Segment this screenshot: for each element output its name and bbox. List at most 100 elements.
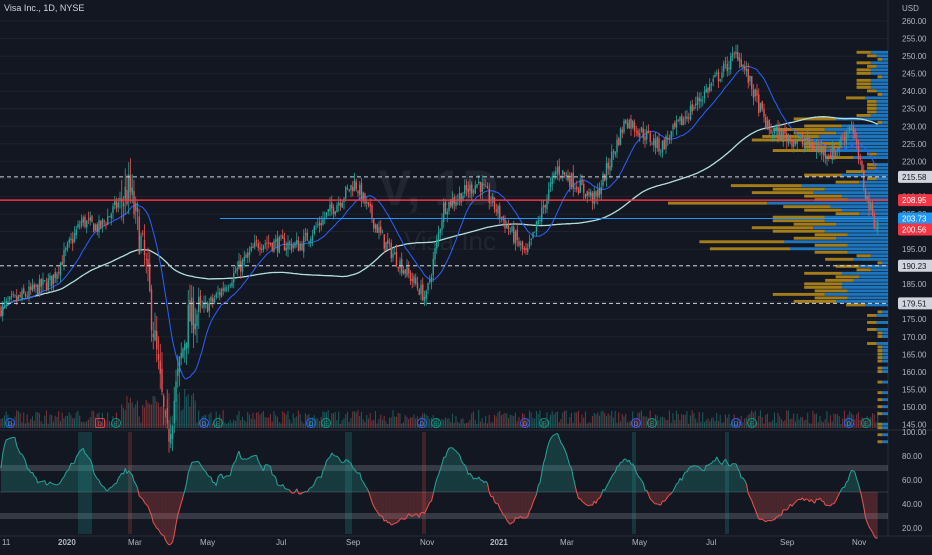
candle-body [104, 221, 105, 222]
volume-bar [795, 422, 796, 428]
candle-body [161, 369, 162, 392]
candle-body [665, 136, 666, 149]
oscillator-fill [278, 485, 280, 492]
volume-bar [455, 416, 456, 428]
volume-bar [284, 413, 285, 428]
candle-body [364, 194, 365, 204]
volume-bar [363, 419, 364, 428]
volume-bar [704, 422, 705, 428]
volume-profile-bar-up [830, 205, 888, 208]
symbol-header[interactable]: Visa Inc., 1D, NYSE [4, 3, 84, 13]
volume-profile-bar-up [848, 251, 888, 254]
volume-bar [504, 413, 505, 428]
oscillator-fill [279, 485, 281, 492]
oscillator-fill [381, 492, 383, 516]
volume-bar [623, 417, 624, 428]
oscillator-fill [768, 492, 770, 521]
candle-body [167, 408, 168, 423]
candle-body [41, 279, 42, 287]
oscillator-fill [166, 492, 168, 543]
candle-body [662, 140, 663, 151]
candle-body [534, 232, 535, 233]
volume-bar [279, 422, 280, 428]
volume-bar [153, 396, 154, 428]
oscillator-fill [449, 448, 451, 492]
oscillator-fill [759, 492, 761, 519]
oscillator-fill [689, 466, 691, 492]
volume-bar [606, 416, 607, 428]
volume-bar [828, 422, 829, 428]
volume-bar [139, 416, 140, 428]
volume-bar [256, 413, 257, 428]
volume-bar [364, 422, 365, 428]
price-axis-label: 170.00 [902, 333, 927, 342]
volume-profile-bar-down [867, 110, 876, 113]
volume-bar [384, 416, 385, 428]
oscillator-fill [262, 468, 264, 492]
volume-profile-bar-down [878, 93, 883, 96]
oscillator-fill [475, 478, 477, 492]
oscillator-fill [208, 475, 210, 492]
oscillator-fill [355, 469, 357, 492]
volume-profile-bar-up [882, 356, 888, 359]
volume-bar [287, 411, 288, 428]
volume-profile-bar-down [836, 265, 860, 268]
volume-profile-bar-down [878, 335, 883, 338]
candle-body [303, 236, 304, 252]
oscillator-fill [55, 484, 57, 492]
candle-body [130, 175, 131, 192]
volume-bar [713, 417, 714, 428]
currency-label[interactable]: USD [902, 4, 919, 13]
volume-bar [578, 411, 579, 428]
time-axis-label: 2020 [58, 538, 76, 547]
candle-body [13, 294, 14, 295]
candle-body [832, 147, 833, 160]
volume-profile-bar-down [878, 349, 883, 352]
price-tag-label: 203.73 [902, 214, 927, 223]
oscillator-fill [832, 492, 834, 504]
candle-body [625, 120, 626, 123]
candle-body [286, 248, 287, 251]
candle-body [571, 174, 572, 187]
volume-bar [581, 415, 582, 428]
price-axis-label: 245.00 [902, 70, 927, 79]
oscillator-fill [356, 472, 358, 492]
oscillator-fill [719, 460, 721, 492]
oscillator-lower-band [0, 513, 888, 519]
volume-bar [67, 416, 68, 428]
candle-body [564, 172, 565, 174]
volume-bar [70, 415, 71, 428]
candle-body [282, 236, 283, 239]
oscillator-fill [202, 467, 204, 492]
oscillator-fill [386, 492, 388, 523]
candle-body [310, 239, 311, 242]
volume-bar [230, 420, 231, 428]
candle-body [60, 263, 61, 275]
volume-bar [387, 424, 388, 428]
candle-body [321, 223, 322, 225]
volume-bar [93, 411, 94, 428]
candle-body [807, 138, 808, 145]
candle-body [340, 203, 341, 206]
volume-bar [615, 411, 616, 428]
oscillator-fill [584, 492, 586, 504]
oscillator-fill [701, 469, 703, 492]
candle-body [623, 121, 624, 133]
volume-bar [343, 419, 344, 428]
volume-bar [340, 424, 341, 428]
candle-body [762, 101, 763, 109]
oscillator-fill [722, 461, 724, 492]
oscillator-fill [335, 456, 337, 492]
volume-bar [564, 411, 565, 428]
volume-profile-bar-up [767, 202, 888, 205]
volume-bar [730, 423, 731, 428]
candle-body [868, 197, 869, 210]
volume-bar [503, 414, 504, 428]
price-axis-label: 260.00 [902, 17, 927, 26]
candle-body [499, 206, 500, 219]
candle-body [181, 353, 182, 358]
volume-bar [342, 420, 343, 428]
volume-bar [583, 418, 584, 428]
